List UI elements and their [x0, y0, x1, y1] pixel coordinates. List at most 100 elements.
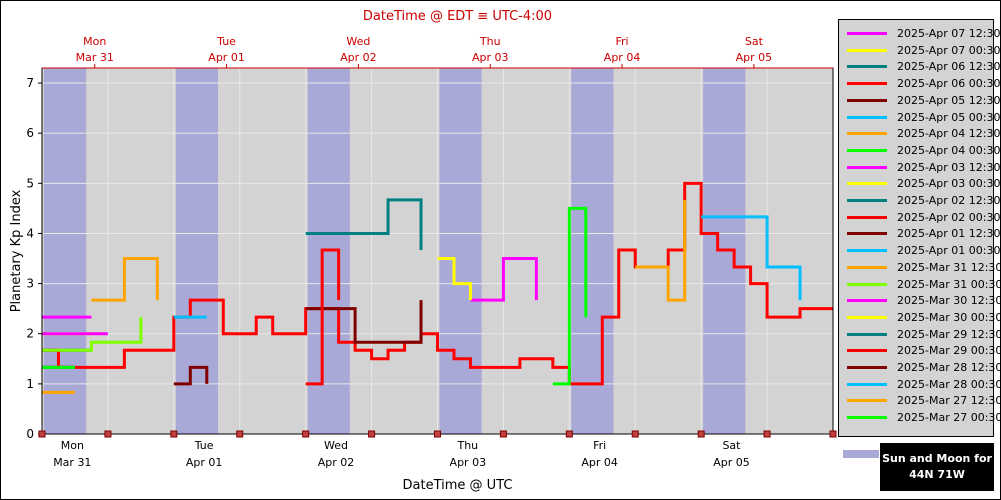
legend-item: 2025-Apr 02 00:30 [845, 210, 1000, 226]
legend-swatch [847, 48, 887, 52]
sun-moon-key [843, 450, 879, 470]
sun-moon-line1: Sun and Moon for [882, 452, 992, 465]
legend-label: 2025-Apr 04 12:30 [897, 127, 1001, 141]
legend-item: 2025-Mar 27 00:30 [845, 410, 1001, 426]
top-tick-day: Thu [479, 35, 501, 48]
top-tick-date: Apr 05 [736, 51, 773, 64]
legend-label: 2025-Apr 07 12:30 [897, 27, 1001, 40]
y-tick-label: 4 [26, 226, 34, 240]
bottom-tick-day: Fri [593, 439, 606, 452]
sun-moon-line2: 44N 71W [909, 468, 965, 481]
legend-swatch [847, 416, 887, 420]
legend-item: 2025-Mar 27 12:30 [845, 393, 1001, 409]
y-tick-label: 2 [26, 327, 34, 341]
legend-label: 2025-Apr 04 00:30 [897, 143, 1001, 157]
top-tick-date: Apr 01 [208, 51, 245, 64]
bottom-tick-date: Apr 05 [713, 456, 750, 469]
y-tick-label: 7 [26, 76, 34, 90]
legend-item: 2025-Apr 07 12:30 [845, 26, 1000, 42]
time-marker [763, 430, 771, 438]
legend-swatch [847, 148, 887, 152]
legend-label: 2025-Apr 01 00:30 [897, 244, 1001, 258]
night-key-bar [843, 450, 879, 458]
time-marker [829, 430, 837, 438]
legend-item: 2025-Mar 28 00:30 [845, 377, 1001, 393]
series-line [91, 257, 159, 302]
legend-label: 2025-Mar 28 00:30 [897, 377, 1001, 391]
time-marker [236, 430, 244, 438]
legend-swatch [847, 265, 887, 269]
legend-label: 2025-Apr 02 00:30 [897, 210, 1001, 224]
legend-swatch [847, 82, 887, 86]
legend-label: 2025-Apr 06 12:30 [897, 60, 1001, 74]
legend-label: 2025-Mar 29 00:30 [897, 344, 1001, 358]
bottom-tick-date: Apr 04 [581, 456, 618, 469]
legend-item: 2025-Apr 05 12:30 [845, 93, 1000, 109]
series-line [42, 317, 143, 352]
bottom-tick-day: Wed [324, 439, 348, 452]
chart-legend: 2025-Apr 07 12:30 2025-Apr 07 00:30 2025-A… [838, 19, 1001, 437]
legend-label: 2025-Apr 02 12:30 [897, 194, 1001, 207]
legend-label: 2025-Mar 27 00:30 [897, 411, 1001, 425]
legend-swatch [847, 382, 887, 386]
series-line [635, 199, 687, 302]
legend-label: 2025-Apr 03 12:30 [897, 160, 1001, 174]
top-tick-day: Fri [616, 35, 629, 48]
legend-item: 2025-Apr 05 00:30 [845, 110, 1000, 126]
time-marker [631, 430, 639, 438]
legend-label: 2025-Apr 07 00:30 [897, 43, 1001, 57]
legend-item: 2025-Mar 31 12:30 [845, 260, 1001, 276]
y-axis-label: Planetary Kp Index [9, 189, 24, 312]
legend-item: 2025-Apr 04 00:30 [845, 143, 1000, 159]
legend-item: 2025-Apr 04 12:30 [845, 126, 1000, 142]
night-band [175, 68, 219, 434]
night-band [571, 68, 614, 434]
top-tick-day: Mon [83, 35, 106, 48]
legend-swatch [847, 182, 887, 186]
series-line [437, 257, 472, 301]
time-marker [499, 430, 507, 438]
x-axis-label: DateTime @ UTC [403, 478, 513, 493]
legend-item: 2025-Mar 28 12:30 [845, 360, 1001, 376]
legend-label: 2025-Apr 06 00:30 [897, 77, 1001, 91]
legend-swatch [847, 366, 887, 369]
bottom-tick-day: Sat [722, 439, 741, 452]
legend-label: 2025-Apr 05 12:30 [897, 93, 1001, 107]
sun-moon-label: Sun and Moon for 44N 71W [880, 443, 994, 491]
legend-item: 2025-Mar 30 00:30 [845, 310, 1001, 326]
legend-swatch [847, 332, 887, 336]
legend-label: 2025-Mar 31 12:30 [897, 260, 1001, 274]
legend-swatch [847, 115, 887, 119]
legend-swatch [847, 282, 887, 286]
top-tick-day: Wed [346, 35, 370, 48]
top-tick-day: Sat [745, 35, 764, 48]
time-marker [434, 430, 441, 438]
legend-swatch [847, 299, 887, 303]
legend-item: 2025-Apr 06 00:30 [845, 76, 1000, 92]
bottom-tick-date: Mar 31 [53, 456, 91, 469]
time-marker [565, 430, 573, 438]
chart-title: DateTime @ EDT ≡ UTC-4:00 [363, 9, 552, 24]
legend-swatch [847, 315, 887, 319]
series-line [470, 257, 538, 302]
series-line [42, 181, 833, 386]
legend-item: 2025-Apr 01 00:30 [845, 243, 1000, 259]
time-marker [368, 430, 376, 438]
legend-label: 2025-Apr 05 00:30 [897, 110, 1001, 124]
bottom-tick-day: Tue [194, 439, 214, 452]
time-marker [170, 430, 178, 438]
time-marker [104, 430, 112, 438]
legend-item: 2025-Apr 03 12:30 [845, 160, 1000, 176]
series-line [701, 215, 802, 301]
legend-label: 2025-Mar 31 00:30 [897, 277, 1001, 291]
legend-label: 2025-Mar 30 12:30 [897, 294, 1001, 308]
bottom-tick-date: Apr 03 [450, 456, 487, 469]
top-tick-date: Apr 02 [340, 51, 377, 64]
legend-swatch [847, 399, 887, 403]
legend-swatch [847, 98, 887, 102]
legend-item: 2025-Mar 29 12:30 [845, 327, 1001, 343]
series-line [305, 300, 423, 344]
legend-label: 2025-Apr 01 12:30 [897, 227, 1001, 241]
legend-item: 2025-Apr 02 12:30 [845, 193, 1000, 209]
y-tick-label: 3 [26, 277, 34, 291]
